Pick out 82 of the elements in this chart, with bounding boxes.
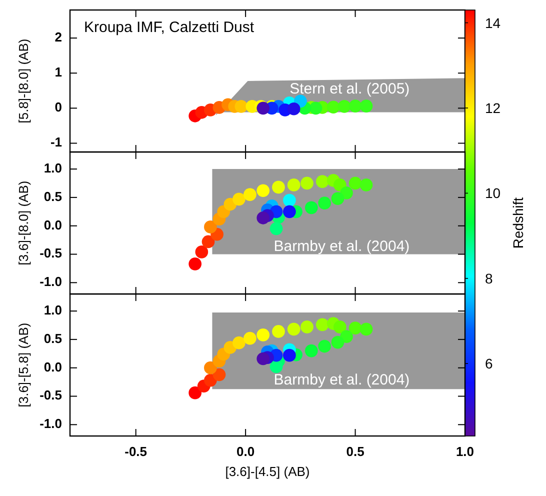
color-bar-label: 8 <box>485 270 493 286</box>
x-tick-label: 0.0 <box>236 444 255 459</box>
point <box>338 100 351 113</box>
point <box>304 201 318 214</box>
point <box>256 102 270 115</box>
point <box>188 257 202 270</box>
point <box>256 352 270 366</box>
point <box>256 328 270 342</box>
point <box>256 184 270 198</box>
point <box>283 205 296 218</box>
x-tick-label: 0.5 <box>346 444 364 459</box>
point <box>204 361 217 374</box>
point <box>333 320 346 334</box>
x-tick-label: -0.5 <box>124 444 148 459</box>
y-tick-label: 0.0 <box>44 217 62 232</box>
text: Kroupa IMF, Calzetti Dust <box>84 19 255 36</box>
color-bar-title: Redshift <box>510 197 526 249</box>
y-tick-label: 0.5 <box>44 188 62 204</box>
y-tick-label: 0.5 <box>44 330 62 346</box>
point <box>232 192 246 206</box>
point <box>244 332 256 345</box>
point <box>340 186 353 200</box>
annotation: Stern et al. (2005) <box>290 80 410 98</box>
point <box>283 194 296 207</box>
point <box>204 220 217 234</box>
point <box>287 322 300 336</box>
point <box>331 192 344 205</box>
y-tick-label: 1 <box>54 64 62 80</box>
point <box>232 336 246 350</box>
point <box>272 325 285 338</box>
point <box>304 344 318 358</box>
y-axis-title: [3.6]-[5.8] (AB) <box>16 322 31 408</box>
y-tick-label: 2 <box>54 29 62 44</box>
point <box>318 340 331 353</box>
point <box>287 178 300 192</box>
point <box>204 374 217 387</box>
point <box>360 100 373 112</box>
point <box>360 322 373 336</box>
point <box>326 100 340 114</box>
y-axis-title: [5.8]-[8.0] (AB) <box>16 38 31 124</box>
point <box>270 360 283 374</box>
y-tick-label: -1.0 <box>40 416 62 432</box>
y-tick-label: -1 <box>50 134 62 150</box>
point <box>348 322 362 334</box>
color-bar-label: 12 <box>485 100 501 116</box>
annotation: Barmby et al. (2004) <box>274 372 410 389</box>
y-tick-label: 1.0 <box>44 302 62 318</box>
point <box>300 176 314 190</box>
point <box>234 100 248 113</box>
point <box>188 386 202 400</box>
y-tick-label: 0.0 <box>44 359 62 374</box>
point <box>256 211 270 224</box>
point <box>316 175 329 188</box>
point <box>287 102 300 116</box>
point <box>212 368 226 382</box>
x-axis-title: [3.6]-[4.5] (AB) <box>225 464 310 479</box>
point <box>272 180 285 194</box>
point <box>309 102 322 115</box>
point <box>316 318 329 332</box>
y-tick-label: -0.5 <box>40 388 62 403</box>
y-tick-label: -0.5 <box>40 246 62 261</box>
point <box>270 222 283 236</box>
point <box>318 196 331 210</box>
point <box>348 100 362 112</box>
color-bar-label: 14 <box>485 14 501 31</box>
y-tick-label: -1.0 <box>40 274 62 290</box>
point <box>360 178 373 192</box>
point <box>283 348 296 362</box>
y-axis-title: [3.6]-[8.0] (AB) <box>16 180 31 266</box>
color-bar-label: 6 <box>485 356 493 372</box>
point <box>195 246 208 258</box>
point <box>340 330 353 344</box>
point <box>202 235 215 248</box>
color-bar-label: 10 <box>485 185 501 202</box>
y-tick-label: 0 <box>54 100 62 115</box>
point <box>300 320 314 334</box>
y-tick-label: 1.0 <box>44 160 62 176</box>
annotation: Barmby et al. (2004) <box>274 238 410 256</box>
point <box>331 336 344 349</box>
x-tick-label: 1.0 <box>456 444 474 459</box>
point <box>244 188 256 202</box>
point <box>348 176 362 190</box>
